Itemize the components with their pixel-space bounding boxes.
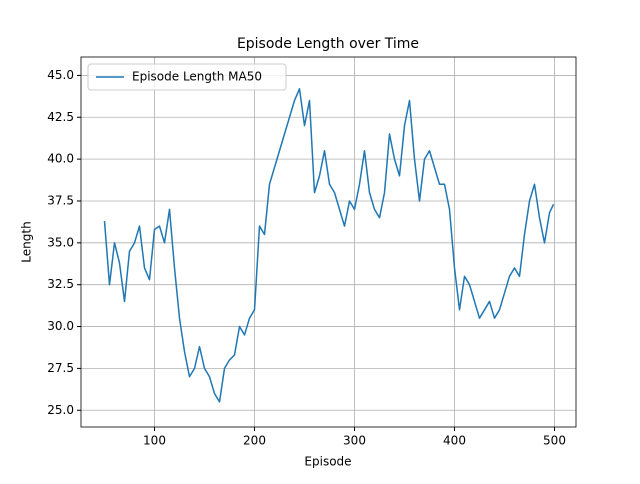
x-tick-label: 500 xyxy=(543,434,566,448)
x-axis-label: Episode xyxy=(304,455,351,469)
y-tick-label: 35.0 xyxy=(47,235,74,249)
y-tick-label: 45.0 xyxy=(47,68,74,82)
y-tick-label: 27.5 xyxy=(47,361,74,375)
y-tick-label: 37.5 xyxy=(47,193,74,207)
x-tick-label: 400 xyxy=(443,434,466,448)
y-tick-label: 42.5 xyxy=(47,110,74,124)
chart-title: Episode Length over Time xyxy=(237,36,419,52)
data-line xyxy=(103,88,555,403)
x-tick-label: 200 xyxy=(243,434,266,448)
x-tick-label: 300 xyxy=(343,434,366,448)
y-tick-label: 30.0 xyxy=(47,319,74,333)
y-axis-label: Length xyxy=(20,221,34,262)
x-tick-label: 100 xyxy=(143,434,166,448)
legend-box xyxy=(87,63,287,91)
plot-frame xyxy=(80,56,577,428)
y-tick-label: 40.0 xyxy=(47,152,74,166)
legend-label: Episode Length MA50 xyxy=(132,70,262,84)
y-tick-label: 25.0 xyxy=(47,403,74,417)
y-tick-label: 32.5 xyxy=(47,277,74,291)
